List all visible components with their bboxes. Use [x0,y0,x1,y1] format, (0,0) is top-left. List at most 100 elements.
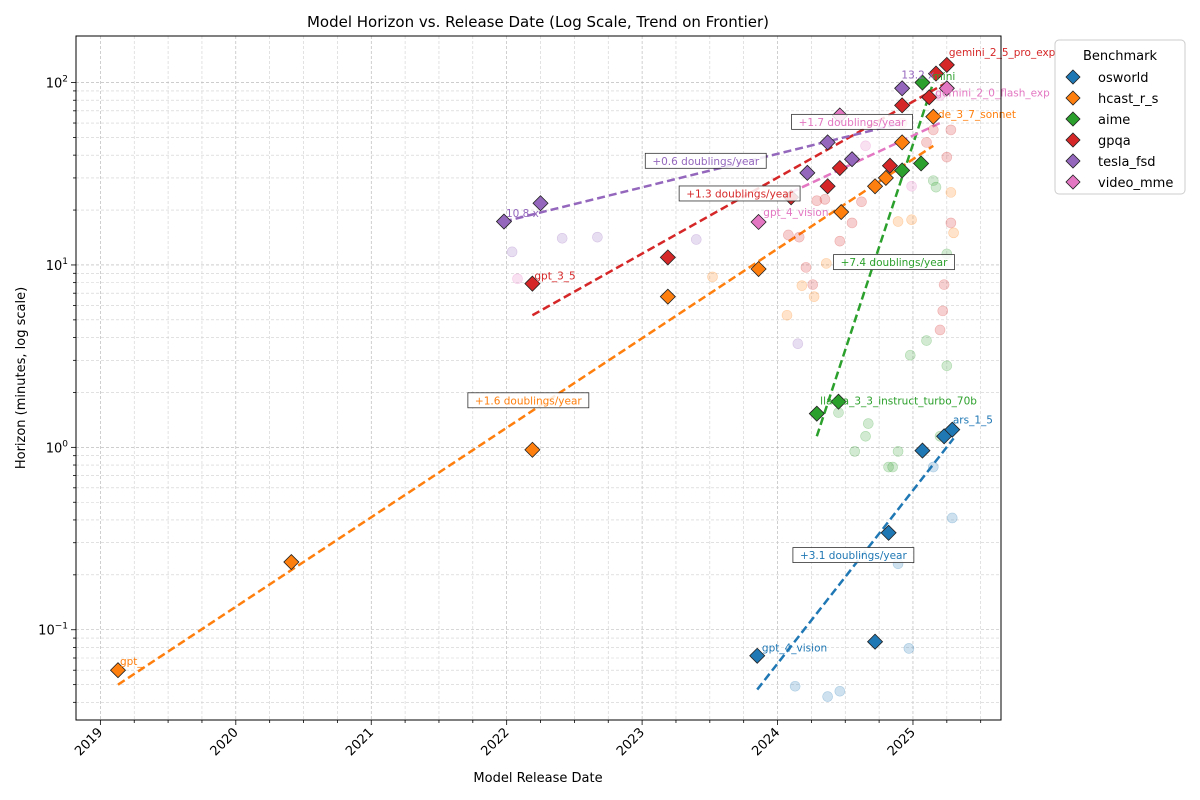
legend-item-tesla_fsd: tesla_fsd [1065,153,1156,170]
aime-frontier-point [830,393,847,410]
aime-point [849,446,861,457]
hcast_r_s-point [892,216,904,227]
aime-frontier-point [914,74,931,91]
trend-label-text: +3.1 doublings/year [800,550,908,562]
legend-marker [1065,69,1081,85]
legend-title: Benchmark [1083,49,1158,64]
aime-frontier-point [894,162,911,179]
osworld-point [822,691,833,702]
gpqa-point [811,195,823,207]
x-tick-label: 2022 [478,725,512,759]
gpqa-point [938,279,950,290]
hcast_r_s-frontier-point [659,288,676,305]
gpqa-point [934,324,946,336]
gpqa-point [807,279,819,290]
legend-label: osworld [1098,71,1149,86]
hcast_r_s-frontier-point [894,134,911,151]
legend-marker [1065,132,1081,148]
hcast_r_s-point [945,187,957,198]
video_mme-trend-line [790,121,941,194]
x-axis-label: Model Release Date [473,771,602,786]
gpqa-frontier-point [921,89,938,106]
trend-label-text: +1.3 doublings/year [686,188,794,200]
tesla_fsd-point-label: 10.8 x [506,208,539,220]
video_mme-frontier-point [938,80,955,97]
aime-point [930,181,942,193]
trend-label-box [833,254,955,271]
trend-label-box [791,113,913,130]
legend-label: tesla_fsd [1098,155,1156,170]
gpqa-frontier-point [894,97,911,114]
trend-label-box [678,185,801,202]
aime-trend-label: +7.4 doublings/year [833,254,955,271]
aime-point [860,430,871,442]
gpqa-point-label: gemini_2_5_pro_exp [949,47,1056,59]
gpqa-point-label: gpt_3_5 [534,271,575,283]
legend-box [1054,39,1186,195]
trend-label-text: +1.7 doublings/year [799,117,907,129]
osworld-point [927,461,939,473]
osworld-point [789,680,801,692]
gpqa-point [945,217,957,229]
tesla_fsd-point [506,246,518,258]
x-tick-label: 2025 [885,725,919,759]
hcast_r_s-point-label: de_3_7_sonnet [938,109,1016,121]
tesla_fsd-frontier-point [894,80,911,97]
gpqa-frontier-point [659,249,676,266]
tesla_fsd-trend-label: +0.6 doublings/year [644,152,767,169]
osworld-frontier-point [914,442,931,459]
osworld-point-label: ars_1_5 [953,415,993,427]
hcast_r_s-point [948,227,959,239]
tesla_fsd-point [592,231,603,243]
legend-label: hcast_r_s [1098,92,1159,107]
gpqa-point [819,194,831,205]
chart-title: Model Horizon vs. Release Date (Log Scal… [307,13,769,31]
trend-label-text: +0.6 doublings/year [652,156,760,168]
hcast_r_s-point [906,214,917,226]
x-tick-label: 2021 [343,725,377,759]
tesla_fsd-point-label: 13.2 x [901,70,934,82]
tesla_fsd-frontier-point [843,151,861,168]
aime-point [862,418,874,429]
gpqa-point [846,217,858,229]
x-tick-label: 2019 [72,725,106,759]
hcast_r_s-point [781,309,793,321]
hcast_r_s-frontier-point [283,553,300,571]
hcast_r_s-frontier-point [524,441,541,458]
aime-frontier-point [913,155,930,172]
hcast_r_s-frontier-point [109,662,127,679]
legend-label: aime [1098,113,1130,128]
gpqa-frontier-point [938,56,955,73]
legend-label: gpqa [1098,134,1131,149]
osworld-frontier-point [749,647,766,664]
aime-point [927,175,939,186]
legend-item-video_mme: video_mme [1065,174,1173,191]
gpqa-point [921,137,932,148]
hcast_r_s-frontier-point [877,169,894,186]
osworld-frontier-point [944,421,961,438]
aime-point [921,335,932,346]
trend-label-box [467,392,590,409]
video_mme-point [906,180,917,192]
video_mme-frontier-point [750,213,767,231]
x-tick-label: 2023 [614,725,648,759]
aime-frontier-point [808,405,825,422]
gpqa-point [800,262,812,273]
gpqa-frontier-point [831,159,848,177]
legend-item-gpqa: gpqa [1065,132,1131,149]
tesla_fsd-frontier-point [799,164,816,181]
trend-label-box [644,152,767,169]
video_mme-point [860,140,871,152]
legend-item-aime: aime [1065,111,1130,128]
tesla_fsd-point [690,234,702,245]
legend-marker [1065,153,1081,169]
gpqa-point [927,124,939,136]
legend-label: video_mme [1098,176,1173,191]
gpqa-point [793,231,805,243]
hcast_r_s-frontier-point [866,178,884,195]
video_mme-point-label: gpt_4_vision [763,207,828,219]
video_mme-point [512,273,523,285]
hcast_r_s-point [707,271,718,283]
aime-point-label: mini [933,71,956,83]
